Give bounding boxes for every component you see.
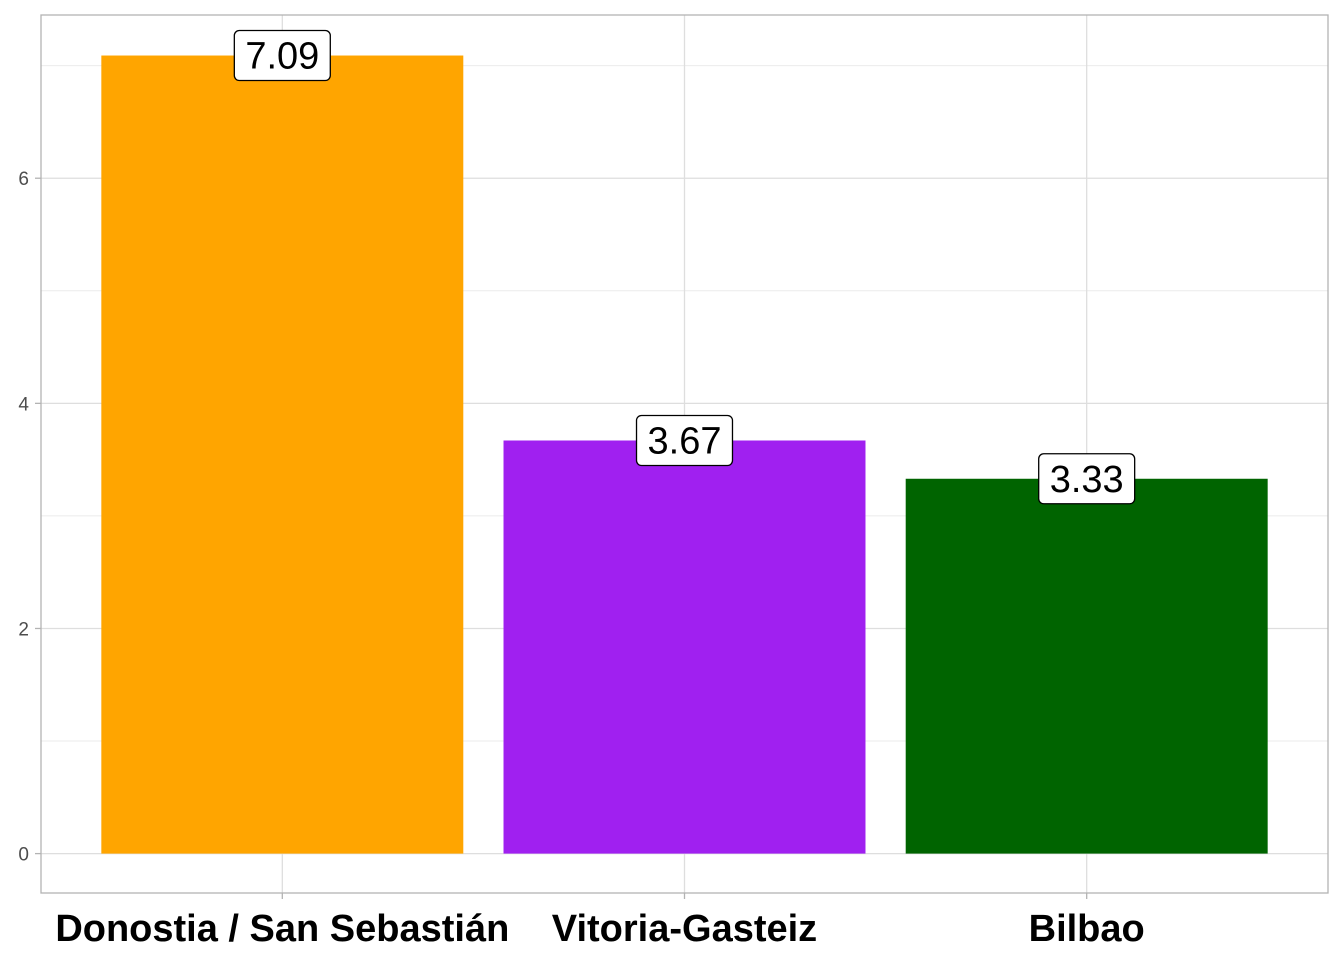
data-labels: 7.09 3.67 3.33 [233,29,1136,505]
bar [101,55,464,854]
x-category-label: Bilbao [1029,908,1145,950]
y-tick-label: 6 [18,169,29,190]
y-tick-label: 2 [18,619,29,640]
data-label: 3.67 [648,420,722,462]
data-label-box [233,29,331,82]
data-label: 7.09 [245,36,319,78]
x-category-label: Donostia / San Sebastián [55,908,509,950]
data-label-box [635,414,734,467]
x-category-label: Vitoria-Gasteiz [552,908,817,950]
bar [905,478,1268,854]
y-tick-label: 4 [18,394,29,415]
y-tick-label: 0 [18,845,29,866]
data-label: 3.33 [1050,459,1124,501]
bars [101,55,1268,854]
bar [503,440,866,854]
data-label-box [1038,453,1136,505]
axes: 0 2 4 6 Donostia / San Sebastián Vitoria-Gast… [18,169,1144,950]
